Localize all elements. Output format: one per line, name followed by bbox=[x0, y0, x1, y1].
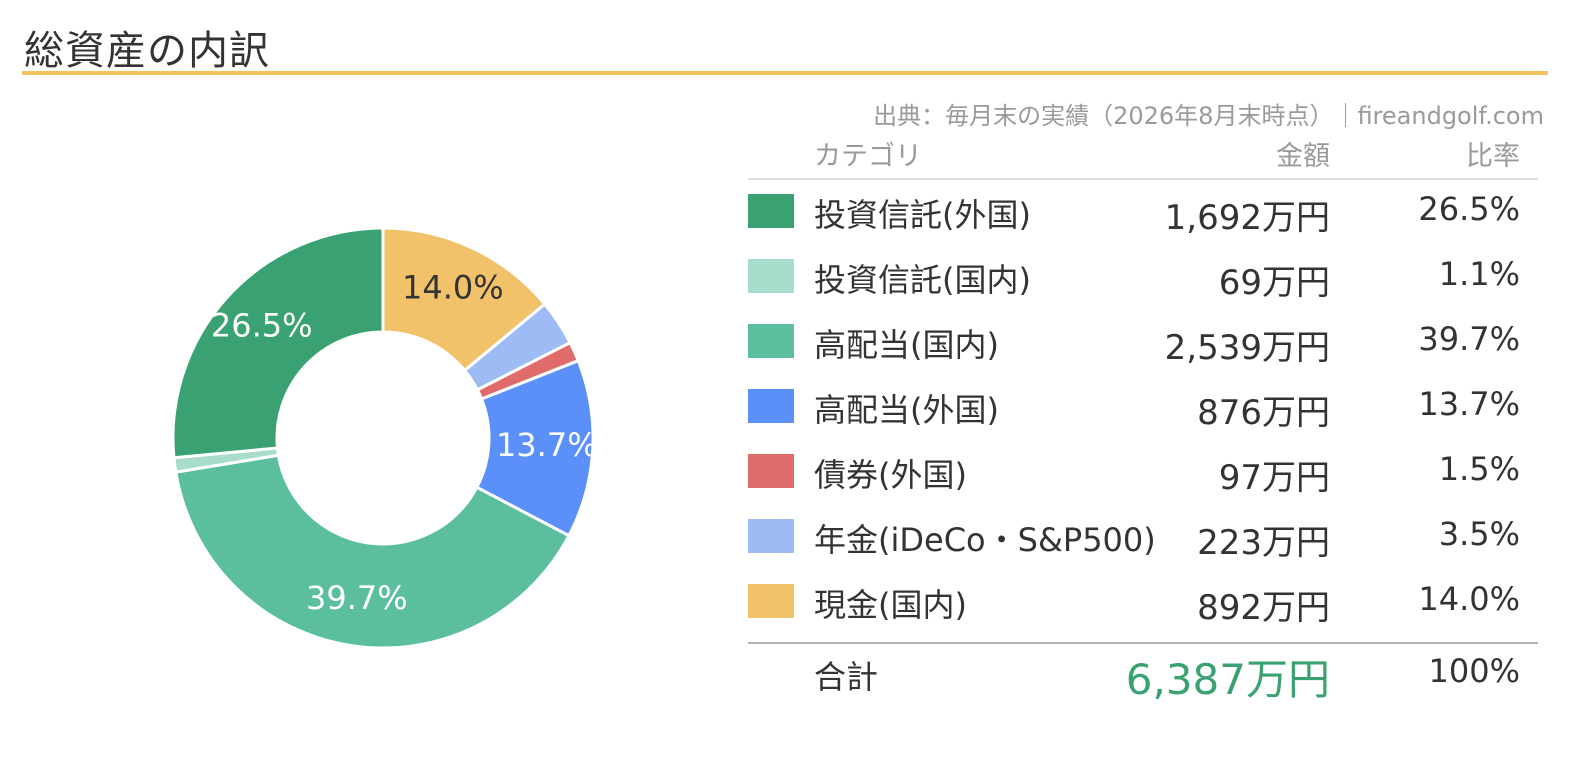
row-amount: 69万円 bbox=[1218, 263, 1330, 303]
row-category: 投資信託(国内) bbox=[814, 261, 1031, 299]
slice-label: 39.7% bbox=[306, 579, 408, 617]
page-title: 総資産の内訳 bbox=[24, 28, 270, 74]
row-category: 年金(iDeCo・S&P500) bbox=[814, 521, 1156, 559]
legend-swatch bbox=[748, 454, 794, 488]
total-label: 合計 bbox=[814, 658, 879, 696]
slice-label: 13.7% bbox=[496, 426, 598, 464]
row-category: 高配当(外国) bbox=[814, 391, 999, 429]
donut-chart-svg: 14.0% 13.7% 39.7% 26.5% bbox=[171, 226, 598, 650]
header-amount: 金額 bbox=[1276, 141, 1330, 172]
row-ratio: 26.5% bbox=[1418, 190, 1520, 228]
header-ratio: 比率 bbox=[1466, 141, 1520, 172]
breakdown-table: カテゴリ 金額 比率 投資信託(外国) 1,692万円 26.5% 投資信託(国… bbox=[748, 134, 1538, 716]
legend-swatch bbox=[748, 194, 794, 228]
table-row: 投資信託(外国) 1,692万円 26.5% bbox=[748, 180, 1538, 245]
table-header: カテゴリ 金額 比率 bbox=[748, 134, 1538, 180]
row-ratio: 13.7% bbox=[1418, 385, 1520, 423]
legend-swatch bbox=[748, 519, 794, 553]
row-ratio: 14.0% bbox=[1418, 580, 1520, 618]
slice-label: 14.0% bbox=[402, 269, 504, 307]
slice-label: 26.5% bbox=[211, 307, 313, 345]
source-note: 出典：毎月末の実績（2026年8月末時点）｜fireandgolf.com bbox=[873, 102, 1544, 130]
donut-chart: 14.0% 13.7% 39.7% 26.5% bbox=[150, 200, 630, 680]
total-row: 合計 6,387万円 100% bbox=[748, 642, 1538, 716]
row-category: 投資信託(外国) bbox=[814, 196, 1031, 234]
row-amount: 876万円 bbox=[1197, 393, 1330, 433]
donut-slice bbox=[174, 453, 571, 650]
row-category: 債券(外国) bbox=[814, 456, 967, 494]
legend-swatch bbox=[748, 324, 794, 358]
title-underline bbox=[22, 71, 1548, 75]
row-category: 現金(国内) bbox=[814, 586, 967, 624]
row-ratio: 39.7% bbox=[1418, 320, 1520, 358]
row-ratio: 1.5% bbox=[1438, 450, 1520, 488]
table-row: 債券(外国) 97万円 1.5% bbox=[748, 440, 1538, 505]
table-body: 投資信託(外国) 1,692万円 26.5% 投資信託(国内) 69万円 1.1… bbox=[748, 180, 1538, 635]
row-amount: 223万円 bbox=[1197, 523, 1330, 563]
legend-swatch bbox=[748, 259, 794, 293]
donut-slice bbox=[171, 226, 385, 460]
table-row: 投資信託(国内) 69万円 1.1% bbox=[748, 245, 1538, 310]
legend-swatch bbox=[748, 584, 794, 618]
header-category: カテゴリ bbox=[814, 141, 922, 172]
table-row: 高配当(国内) 2,539万円 39.7% bbox=[748, 310, 1538, 375]
legend-swatch bbox=[748, 389, 794, 423]
donut-slice bbox=[381, 226, 547, 372]
row-ratio: 3.5% bbox=[1438, 515, 1520, 553]
table-row: 現金(国内) 892万円 14.0% bbox=[748, 570, 1538, 635]
row-amount: 1,692万円 bbox=[1164, 198, 1330, 238]
row-amount: 2,539万円 bbox=[1164, 328, 1330, 368]
table-row: 年金(iDeCo・S&P500) 223万円 3.5% bbox=[748, 505, 1538, 570]
row-amount: 892万円 bbox=[1197, 588, 1330, 628]
total-amount: 6,387万円 bbox=[1125, 655, 1330, 704]
table-row: 高配当(外国) 876万円 13.7% bbox=[748, 375, 1538, 440]
row-amount: 97万円 bbox=[1218, 458, 1330, 498]
row-category: 高配当(国内) bbox=[814, 326, 999, 364]
row-ratio: 1.1% bbox=[1438, 255, 1520, 293]
total-ratio: 100% bbox=[1428, 652, 1520, 690]
